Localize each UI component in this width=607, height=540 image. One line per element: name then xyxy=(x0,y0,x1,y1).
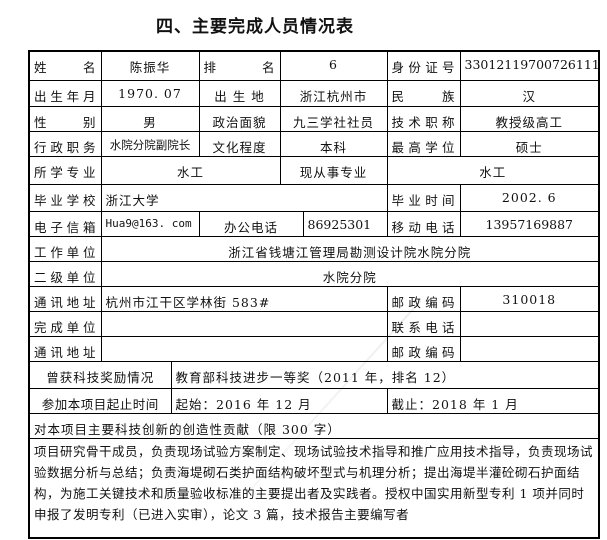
value-degree: 硕士 xyxy=(459,130,600,157)
personnel-table: 姓 名 陈振华 排 名 6 身份证号 330121197007261111 出生… xyxy=(28,50,601,539)
value-ethnicity: 汉 xyxy=(459,79,600,107)
value-address2 xyxy=(100,335,388,362)
label-work-unit: 工作单位 xyxy=(28,235,102,262)
label-sub-unit: 二级单位 xyxy=(28,260,102,287)
value-period-start: 起始：2016 年 12 月 xyxy=(170,387,388,414)
value-birth: 1970. 07 xyxy=(100,79,200,107)
value-contribution: 项目研究骨干成员，负责现场试验方案制定、现场试验技术指导和推广应用技术指导，负责… xyxy=(28,437,600,539)
label-birth: 出生年月 xyxy=(28,79,102,107)
value-work-unit: 浙江省钱塘江管理局勘测设计院水院分院 xyxy=(100,235,600,262)
label-gender: 性 别 xyxy=(28,105,102,132)
page-title: 四、主要完成人员情况表 xyxy=(156,17,354,37)
value-title: 教授级高工 xyxy=(459,105,600,132)
label-period: 参加本项目起止时间 xyxy=(28,387,172,414)
label-grad-time: 毕业时间 xyxy=(386,183,461,212)
label-rank: 排 名 xyxy=(198,50,281,81)
value-rank: 6 xyxy=(279,50,388,81)
label-contact-phone: 联系电话 xyxy=(386,310,461,337)
value-awards: 教育部科技进步一等奖（2011 年，排名 12） xyxy=(170,360,600,389)
label-mobile: 移动电话 xyxy=(386,210,461,237)
value-major: 水工 xyxy=(100,155,281,185)
label-degree: 最高学位 xyxy=(386,130,461,157)
label-address: 通讯地址 xyxy=(28,285,102,312)
label-education: 文化程度 xyxy=(198,130,281,157)
label-postcode2: 邮政编码 xyxy=(386,335,461,362)
label-contribution: 对本项目主要科技创新的创造性贡献（限 300 字） xyxy=(28,412,600,439)
label-birthplace: 出 生 地 xyxy=(198,79,281,107)
value-name: 陈振华 xyxy=(100,50,200,81)
label-school: 毕业学校 xyxy=(28,183,102,212)
label-current-major: 现从事专业 xyxy=(279,155,388,185)
label-office-phone: 办公电话 xyxy=(198,210,304,237)
label-postcode: 邮政编码 xyxy=(386,285,461,312)
value-education: 本科 xyxy=(279,130,388,157)
value-contact-phone xyxy=(459,310,600,337)
value-position: 水院分院副院长 xyxy=(100,130,200,157)
value-postcode2 xyxy=(459,335,600,362)
value-completion-unit xyxy=(100,310,388,337)
label-awards: 曾获科技奖励情况 xyxy=(28,360,172,389)
value-political: 九三学社社员 xyxy=(279,105,388,132)
label-email: 电子信箱 xyxy=(28,210,102,237)
label-political: 政治面貌 xyxy=(198,105,281,132)
value-birthplace: 浙江杭州市 xyxy=(279,79,388,107)
label-completion-unit: 完成单位 xyxy=(28,310,102,337)
label-position: 行政职务 xyxy=(28,130,102,157)
value-email: Hua9@163. com xyxy=(100,210,200,237)
label-name: 姓 名 xyxy=(28,50,102,81)
value-mobile: 13957169887 xyxy=(459,210,600,237)
label-ethnicity: 民 族 xyxy=(386,79,461,107)
value-school: 浙江大学 xyxy=(100,183,388,212)
label-address2: 通讯地址 xyxy=(28,335,102,362)
value-office-phone: 86925301 xyxy=(302,210,388,237)
value-id: 330121197007261111 xyxy=(459,50,600,81)
value-address: 杭州市江干区学林街 583# xyxy=(100,285,388,312)
label-major: 所学专业 xyxy=(28,155,102,185)
value-gender: 男 xyxy=(100,105,200,132)
value-period-end: 截止：2018 年 1 月 xyxy=(386,387,600,414)
value-postcode: 310018 xyxy=(459,285,600,312)
value-sub-unit: 水院分院 xyxy=(100,260,600,287)
label-title: 技术职称 xyxy=(386,105,461,132)
value-current-major: 水工 xyxy=(386,155,600,185)
label-id: 身份证号 xyxy=(386,50,461,81)
value-grad-time: 2002. 6 xyxy=(459,183,600,212)
